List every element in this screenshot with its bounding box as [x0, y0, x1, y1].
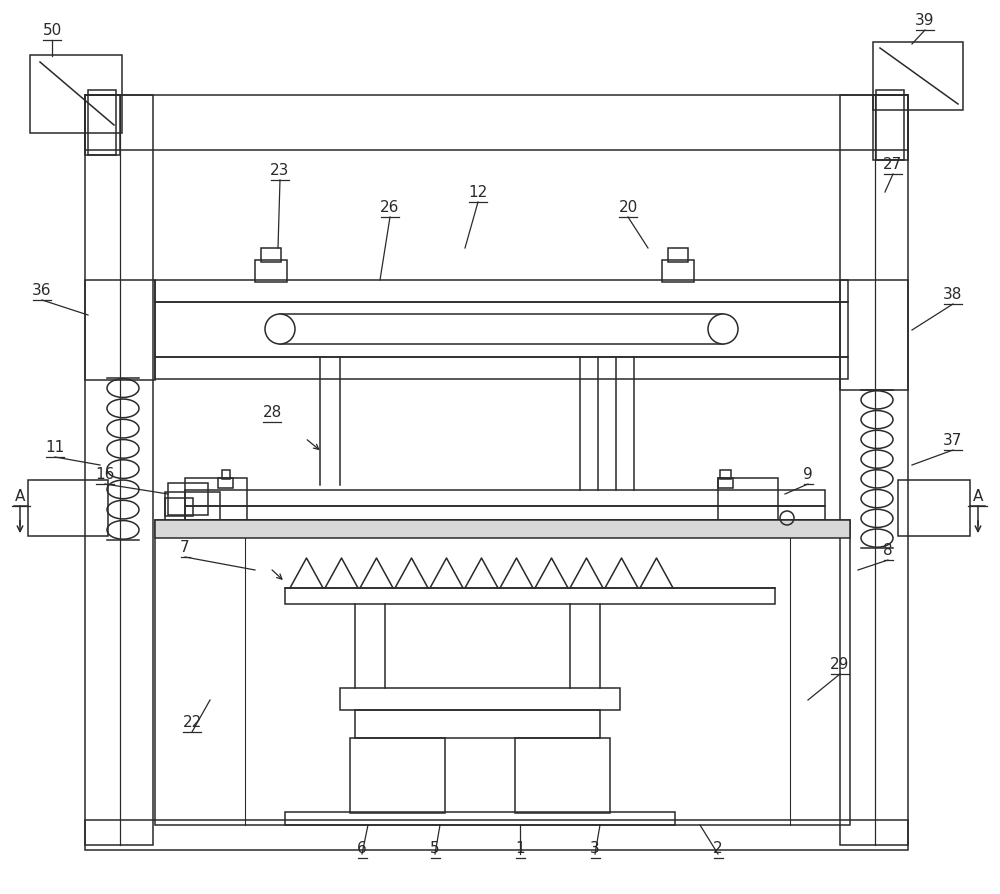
Bar — [720, 470, 731, 479]
Bar — [218, 478, 233, 488]
Bar — [88, 90, 116, 155]
Bar — [85, 280, 155, 380]
Bar — [155, 520, 850, 825]
Text: 26: 26 — [380, 200, 400, 215]
Text: 6: 6 — [357, 841, 367, 856]
Text: 7: 7 — [180, 540, 190, 555]
Bar — [165, 498, 193, 516]
Bar — [350, 738, 445, 813]
Bar — [355, 710, 600, 738]
Text: 29: 29 — [830, 657, 850, 672]
Text: 28: 28 — [262, 405, 282, 420]
Ellipse shape — [708, 314, 738, 344]
Bar — [255, 260, 287, 282]
Bar — [668, 248, 688, 262]
Text: 23: 23 — [270, 163, 290, 178]
Text: 1: 1 — [515, 841, 525, 856]
Bar — [165, 492, 220, 528]
Text: 27: 27 — [883, 157, 903, 172]
Bar — [185, 490, 825, 506]
Bar — [30, 55, 122, 133]
Bar — [898, 480, 970, 536]
Text: 36: 36 — [32, 283, 52, 298]
Text: 9: 9 — [803, 467, 813, 482]
Bar — [662, 260, 694, 282]
Bar — [168, 483, 208, 515]
Bar — [85, 820, 908, 850]
Bar — [155, 357, 848, 379]
Bar — [85, 95, 908, 150]
Text: 12: 12 — [468, 185, 488, 200]
Text: 38: 38 — [943, 287, 963, 302]
Bar — [718, 478, 733, 488]
Text: 16: 16 — [95, 467, 115, 482]
Bar — [876, 90, 904, 160]
Text: 37: 37 — [943, 433, 963, 448]
Bar — [222, 470, 230, 479]
Bar — [85, 95, 153, 845]
Bar — [85, 95, 120, 155]
Bar — [155, 280, 848, 302]
Ellipse shape — [265, 314, 295, 344]
Bar — [285, 812, 675, 825]
Text: 2: 2 — [713, 841, 723, 856]
Text: 8: 8 — [883, 543, 893, 558]
Bar — [285, 588, 775, 604]
Bar — [185, 506, 825, 520]
Bar — [280, 314, 723, 344]
Bar — [340, 688, 620, 710]
Text: 3: 3 — [590, 841, 600, 856]
Bar — [185, 478, 247, 520]
Text: 50: 50 — [42, 23, 62, 38]
Text: 20: 20 — [618, 200, 638, 215]
Bar — [873, 95, 908, 160]
Bar — [873, 42, 963, 110]
Bar — [155, 302, 848, 357]
Text: A: A — [15, 489, 25, 504]
Text: 39: 39 — [915, 13, 935, 28]
Bar — [840, 280, 908, 390]
Text: 11: 11 — [45, 440, 65, 455]
Bar — [515, 738, 610, 813]
Text: A: A — [973, 489, 983, 504]
Bar — [840, 95, 908, 845]
Bar — [155, 520, 850, 538]
Bar — [718, 478, 778, 520]
Bar — [261, 248, 281, 262]
Text: 22: 22 — [182, 715, 202, 730]
Text: 5: 5 — [430, 841, 440, 856]
Bar — [28, 480, 108, 536]
